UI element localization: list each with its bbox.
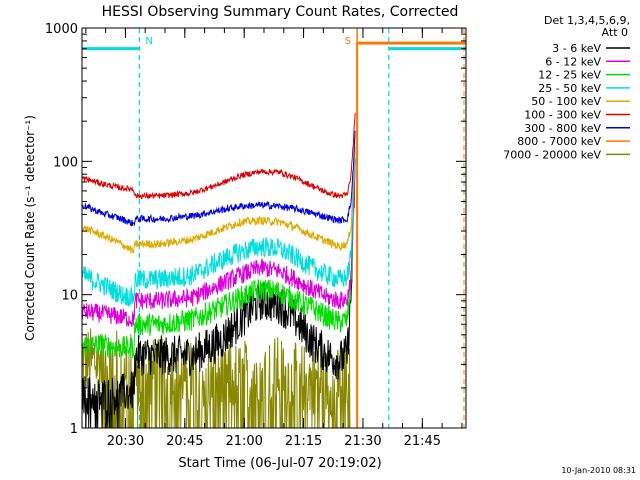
series-line (81, 146, 356, 307)
legend-label: 300 - 800 keV (524, 122, 601, 135)
series-300-to-800keV (81, 130, 356, 227)
y-tick-label: 1 (70, 422, 78, 437)
y-tick-label: 1000 (45, 22, 78, 37)
series-12-to-25keV (81, 158, 356, 359)
legend-label: 12 - 25 keV (538, 69, 601, 82)
y-axis: 1 10 100 1000 (45, 22, 466, 437)
series-line (81, 130, 356, 227)
series-line (81, 328, 351, 429)
series-line (81, 134, 356, 254)
series-100-to-300keV (81, 112, 356, 200)
y-tick-label: 100 (53, 155, 78, 170)
plot-frame (81, 27, 467, 429)
legend-label: 7000 - 20000 keV (503, 148, 601, 161)
footer-timestamp: 10-Jan-2010 08:31 (561, 466, 636, 475)
series-6-to-12keV (81, 158, 356, 327)
legend-label: 6 - 12 keV (545, 55, 601, 68)
x-tick-label: 21:45 (404, 434, 441, 449)
series-3-to-6keV (81, 161, 356, 429)
series-line (81, 158, 356, 359)
x-tick-label: 21:15 (285, 434, 322, 449)
series-line (81, 158, 356, 327)
legend-label: 3 - 6 keV (552, 42, 601, 55)
series-line (81, 161, 356, 429)
series-line (356, 42, 466, 428)
x-axis: 20:30 20:45 21:00 21:15 21:30 21:45 (85, 28, 463, 449)
x-tick-label: 20:30 (107, 434, 144, 449)
series-line (81, 112, 356, 200)
series-50-to-100keV (81, 134, 356, 254)
legend-header-line-2: Att 0 (602, 26, 628, 39)
series-800-to-7000keV (356, 42, 466, 428)
marker-unlabeled (388, 28, 466, 428)
legend-label: 100 - 300 keV (524, 109, 601, 122)
x-tick-label: 21:00 (225, 434, 262, 449)
y-axis-label: Corrected Count Rate (s⁻¹ detector⁻¹) (23, 115, 37, 341)
marker-s: S (345, 28, 466, 428)
chart-title: HESSI Observing Summary Count Rates, Cor… (102, 4, 459, 20)
y-tick-label: 10 (61, 289, 78, 304)
x-tick-label: 20:45 (166, 434, 203, 449)
marker-label: S (345, 36, 351, 47)
marker-label: N (145, 36, 152, 47)
series-25-to-50keV (81, 146, 356, 307)
legend-label: 25 - 50 keV (538, 82, 601, 95)
legend-label: 800 - 7000 keV (517, 135, 601, 148)
x-tick-label: 21:30 (344, 434, 381, 449)
series-7000-to-20000keV (81, 328, 351, 429)
x-axis-label: Start Time (06-Jul-07 20:19:02) (178, 456, 381, 471)
legend-header-line-1: Det 1,3,4,5,6,9, (544, 14, 630, 27)
legend-label: 50 - 100 keV (531, 95, 601, 108)
